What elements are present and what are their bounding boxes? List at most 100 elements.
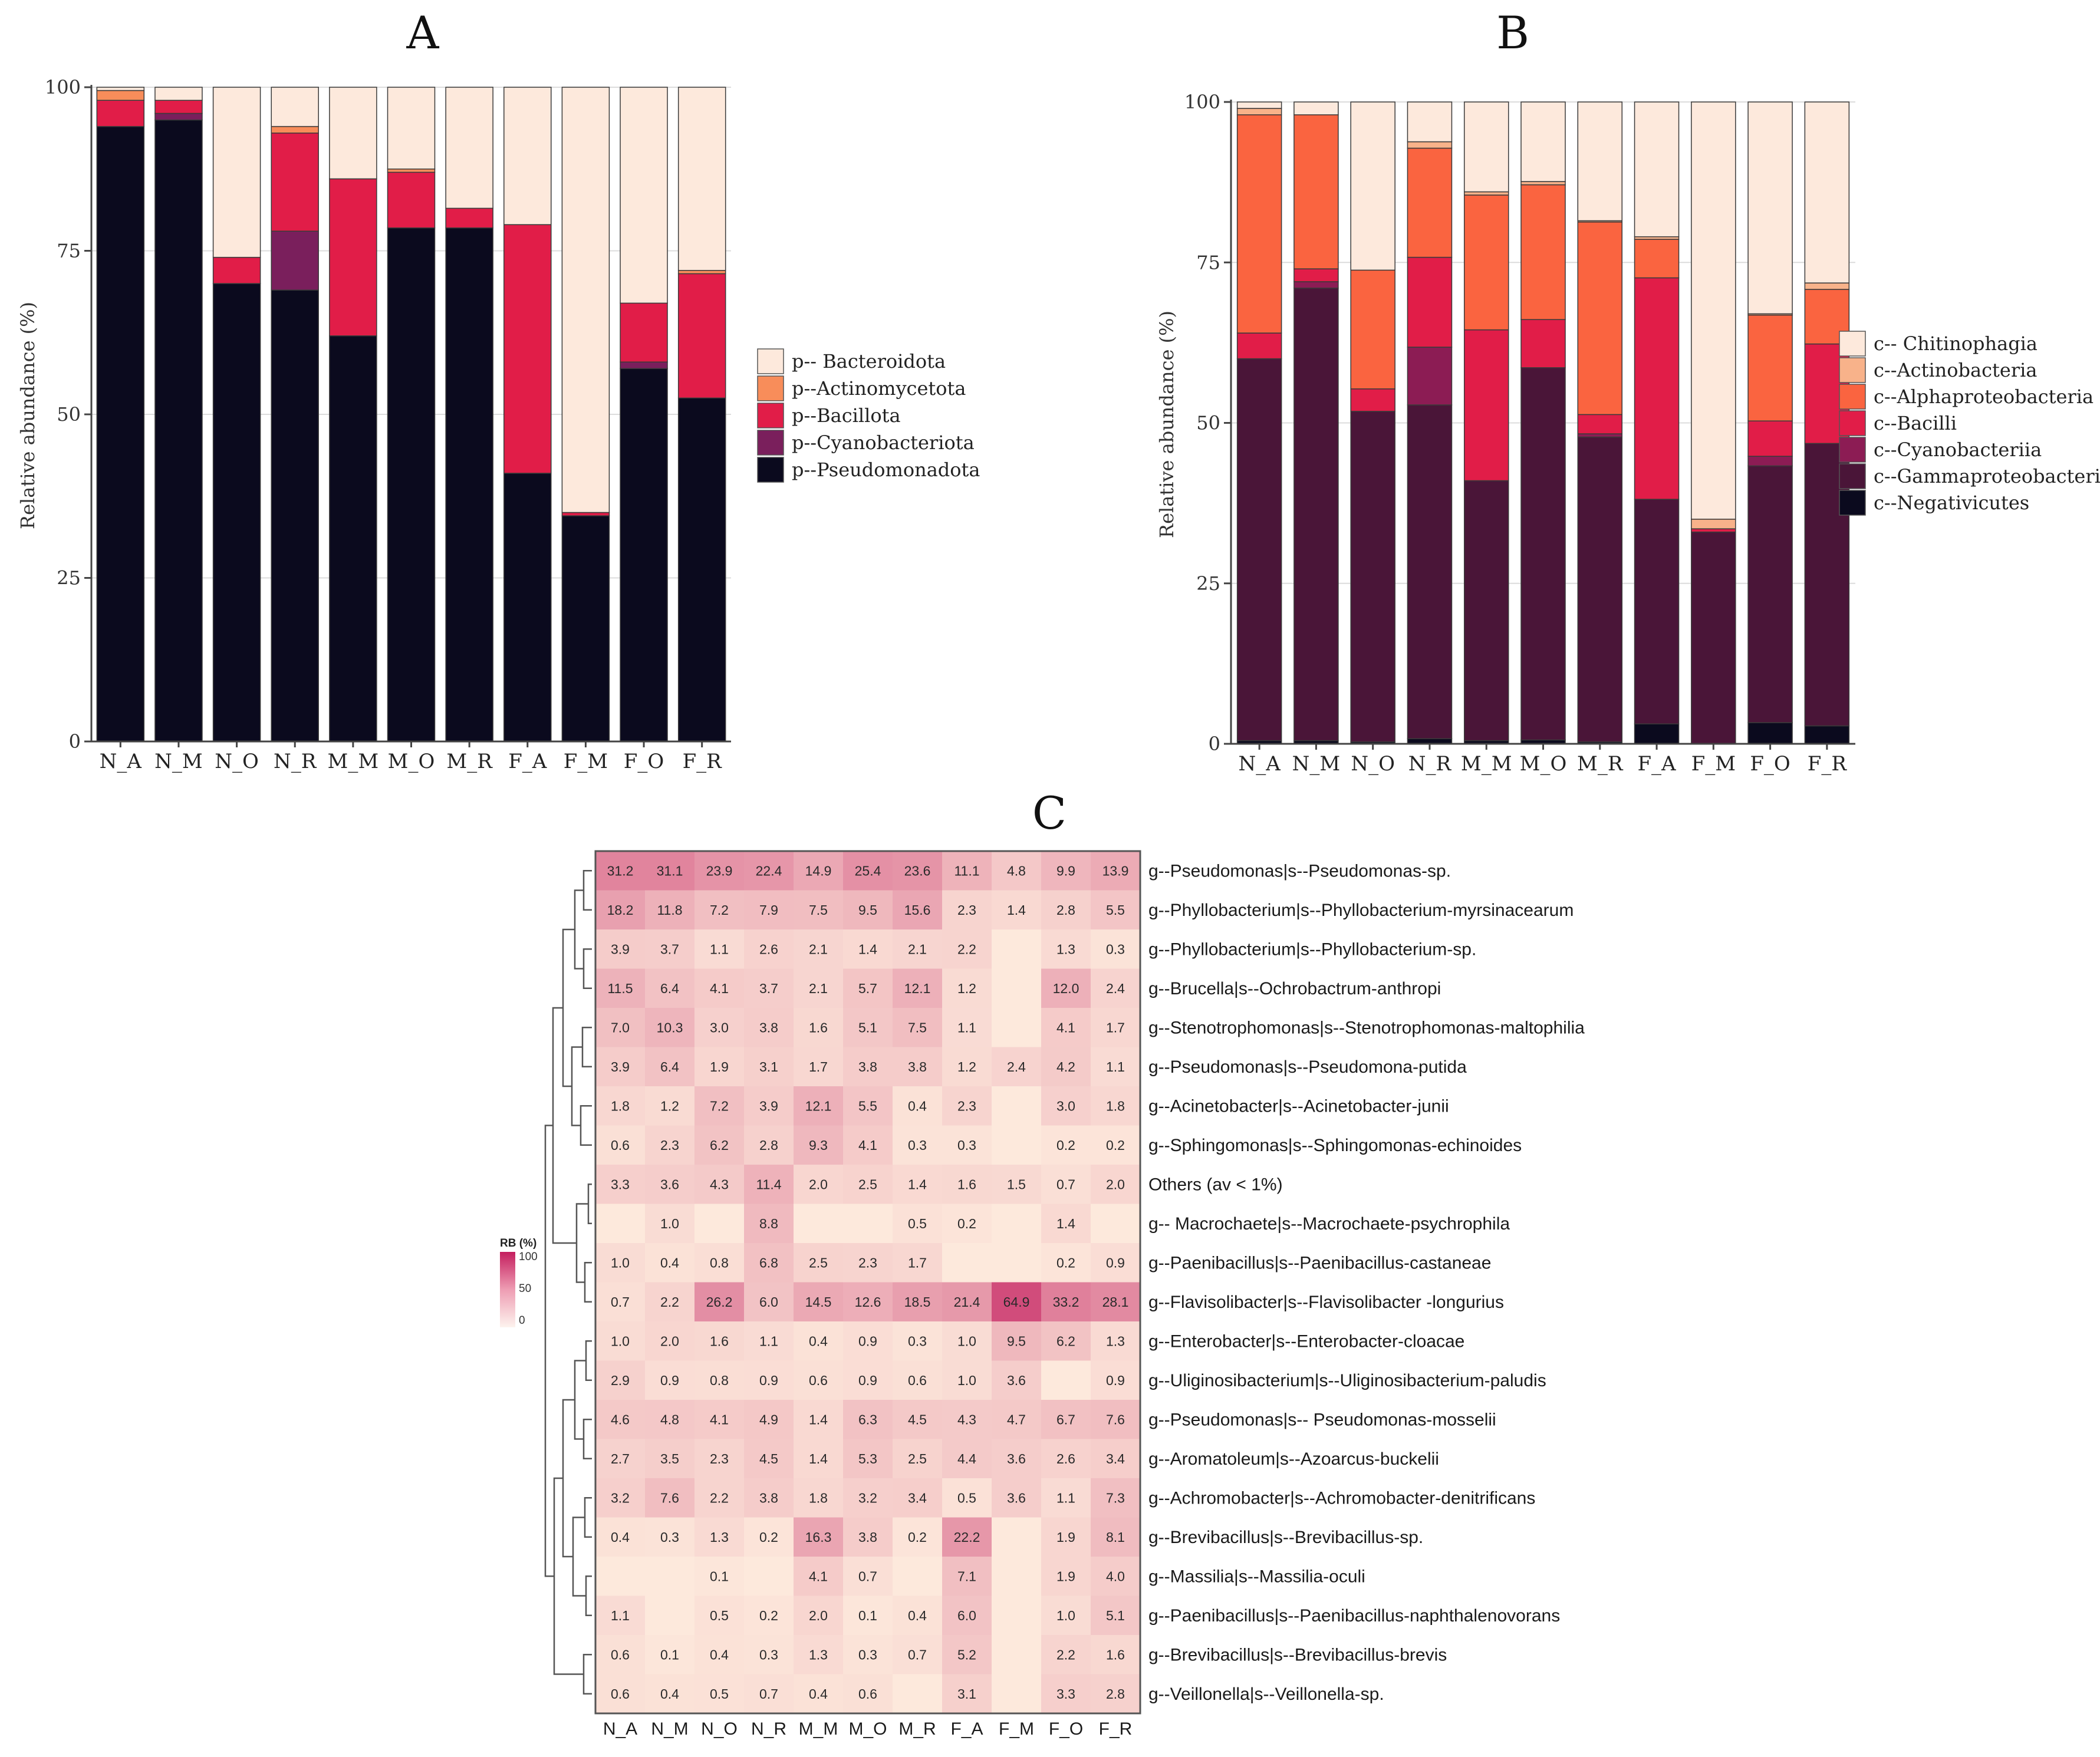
heat-cell-r11-m-o [843,1282,893,1321]
heat-cell-r19-f-o [1041,1596,1091,1635]
bar-f-m-bacilli [1691,528,1736,533]
heat-value-r14-m-r: 4.5 [908,1412,927,1427]
heat-cell-r3-m-o [843,968,893,1008]
heat-cell-r6-f-m [992,1086,1041,1126]
heat-value-r18-m-o: 0.7 [858,1568,877,1584]
row-label-18: g--Massilia|s--Massilia-oculi [1148,1567,1365,1586]
heat-value-r1-n-a: 18.2 [607,902,634,918]
heat-value-r20-n-r: 0.3 [759,1647,778,1662]
col-label-n-a: N_A [603,1719,637,1739]
dendro-branch-b1 [574,889,584,970]
bar-m-o-alphaproteobacteria [1520,184,1566,320]
heat-value-r7-f-o: 0.2 [1056,1138,1075,1153]
heat-value-r6-f-a: 2.3 [957,1098,976,1113]
heat-cell-r1-n-m [645,890,694,929]
heat-cell-r17-m-r [893,1517,942,1557]
heat-value-r6-m-m: 12.1 [805,1098,832,1113]
panel-b-axes [1224,100,1855,750]
heat-value-r9-m-r: 0.5 [908,1216,927,1231]
bar-n-m-gammaproteobacteria [1293,288,1339,741]
heat-cell-r3-m-r [893,968,942,1008]
y-tick-label-0: 0 [69,730,81,753]
heat-value-r17-m-m: 16.3 [805,1529,832,1545]
heat-cell-r15-n-a [595,1439,645,1478]
heat-cell-r17-n-r [744,1517,794,1557]
heat-cell-r16-f-a [942,1478,992,1518]
bar-f-a-bacilli [1634,277,1680,500]
bar-f-o-cyanobacteriia [1747,456,1793,467]
heat-value-r15-n-a: 2.7 [611,1451,630,1466]
heat-cell-r15-f-a [942,1439,992,1478]
heat-cell-r17-m-o [843,1517,893,1557]
dendro-branch-a23 [582,948,592,989]
heat-cell-r1-n-r [744,890,794,929]
heat-cell-r0-n-m [645,851,694,891]
bar-n-m-bacteroidota [154,87,203,101]
bar-n-o-bacilli [1350,388,1395,412]
row-label-7: g--Sphingomonas|s--Sphingomonas-echinoid… [1148,1136,1522,1155]
heat-value-r14-n-o: 4.1 [710,1412,729,1427]
heat-cell-r9-m-o [843,1204,893,1243]
heat-value-r15-f-o: 2.6 [1056,1451,1075,1466]
heat-cell-r0-m-m [794,851,843,891]
row-label-10: g--Paenibacillus|s--Paenibacillus-castan… [1148,1253,1491,1273]
bar-n-o-gammaproteobacteria [1350,411,1395,743]
x-tick-label-m-o: M_O [388,750,435,773]
bar-m-r-bacillota [445,207,493,229]
row-label-8: Others (av < 1%) [1148,1175,1283,1194]
bar-n-a-actinobacteria [1236,108,1282,116]
heat-cell-r18-n-m [645,1557,694,1596]
heat-value-r14-m-o: 6.3 [858,1412,877,1427]
heat-value-r13-f-a: 1.0 [957,1373,976,1388]
heat-cell-r12-f-o [1041,1321,1091,1361]
bar-n-r-actinobacteria [1407,141,1453,149]
heat-cell-r10-f-r [1091,1243,1140,1283]
legend-label-gammaproteobacteria: c--Gammaproteobacteria [1874,465,2100,487]
heat-value-r17-f-r: 8.1 [1106,1529,1125,1545]
heat-cell-r15-f-r [1091,1439,1140,1478]
dendro-branch-a1819 [585,1575,592,1616]
heat-value-r1-f-r: 5.5 [1106,902,1125,918]
heat-value-r14-f-r: 7.6 [1106,1412,1125,1427]
row-label-5: g--Pseudomonas|s--Pseudomona-putida [1148,1057,1467,1077]
heat-cell-r5-n-o [694,1047,744,1086]
heat-cell-r8-n-m [645,1165,694,1204]
heat-value-r15-m-m: 1.4 [809,1451,828,1466]
heat-value-r1-f-a: 2.3 [957,902,976,918]
y-tick-label-75: 75 [1196,251,1220,273]
heat-cell-r3-n-o [694,968,744,1008]
heat-cell-r12-f-m [992,1321,1041,1361]
heat-cell-r19-f-m [992,1596,1041,1635]
heat-value-r11-m-r: 18.5 [904,1294,931,1310]
bar-n-a-bacillota [96,100,145,127]
heat-cell-r0-f-o [1041,851,1091,891]
heat-cell-r7-n-a [595,1125,645,1165]
heat-cell-r11-n-a [595,1282,645,1321]
heat-cell-r12-m-m [794,1321,843,1361]
panel-c-title: C [1032,787,1067,839]
y-tick-label-50: 50 [1196,412,1220,434]
legend-swatch-chitinophagia [1839,331,1866,357]
heat-value-r8-f-r: 2.0 [1106,1176,1125,1192]
bar-f-o-pseudomonadota [620,368,668,742]
legend-label-actinobacteria: c--Actinobacteria [1874,359,2037,381]
row-label-17: g--Brevibacillus|s--Brevibacillus-sp. [1148,1528,1423,1547]
bar-m-o-actinobacteria [1520,181,1566,186]
heat-cell-r15-m-r [893,1439,942,1478]
dendro-branch-a2021 [582,1654,592,1695]
bar-m-o-gammaproteobacteria [1520,367,1566,741]
heat-value-r6-f-o: 3.0 [1056,1098,1075,1113]
heat-value-r5-n-m: 6.4 [660,1059,679,1074]
heat-cell-r1-m-r [893,890,942,929]
row-label-4: g--Stenotrophomonas|s--Stenotrophomonas-… [1148,1018,1585,1037]
heat-value-r4-n-o: 3.0 [710,1020,729,1035]
heat-value-r7-n-o: 6.2 [710,1138,729,1153]
heat-cell-r7-f-r [1091,1125,1140,1165]
x-tick-label-m-o: M_O [1520,752,1567,776]
heat-cell-r8-m-r [893,1165,942,1204]
heat-cell-r11-m-m [794,1282,843,1321]
heat-value-r12-f-o: 6.2 [1056,1333,1075,1349]
heat-cell-r16-n-r [744,1478,794,1518]
heat-value-r20-n-o: 0.4 [710,1647,729,1662]
heat-value-r21-f-r: 2.8 [1106,1686,1125,1702]
